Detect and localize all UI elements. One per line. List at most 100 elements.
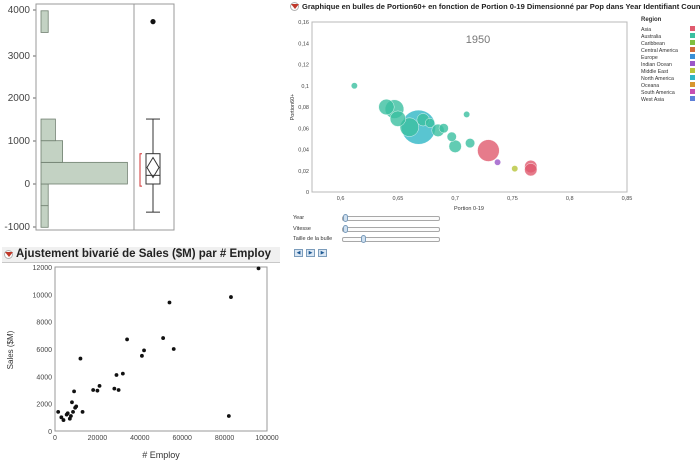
bivariate-x-axis: 0 20000 40000 60000 80000 100000 — [53, 435, 279, 442]
slider-bubble-size: Taille de la bulle — [293, 234, 440, 243]
y-tick-label: 0,16 — [298, 20, 309, 26]
y-tick-label: 0,08 — [298, 105, 309, 111]
scatter-point — [97, 384, 102, 388]
bubble-size-slider-track[interactable] — [342, 234, 440, 243]
scatter-point — [95, 388, 100, 393]
y-tick-label: 0,06 — [298, 126, 309, 132]
bubble — [446, 131, 457, 142]
x-tick-label: 0,85 — [622, 196, 633, 202]
bivariate-y-axis-label: Sales ($M) — [6, 330, 15, 369]
x-tick-label: 0,8 — [566, 196, 574, 202]
x-tick-label: 0,7 — [451, 196, 459, 202]
shortest-half-bracket — [139, 153, 142, 187]
scatter-point — [116, 388, 121, 392]
bivariate-points — [56, 266, 261, 422]
legend-swatch — [690, 33, 695, 38]
legend-item-label: Europe — [641, 55, 658, 61]
legend-swatch — [690, 96, 695, 101]
bivariate-header-bar — [2, 247, 280, 263]
red-triangle-icon — [290, 4, 299, 9]
legend-item-label: South America — [641, 90, 675, 96]
scatter-point — [229, 295, 233, 299]
legend-swatch — [690, 47, 695, 52]
legend-item-label: Middle East — [641, 69, 669, 75]
red-triangle-icon — [4, 251, 13, 257]
x-tick-label: 0,75 — [507, 196, 518, 202]
scatter-point — [142, 348, 146, 353]
y-tick-label: 1000 — [8, 136, 31, 147]
x-tick-label: 0,65 — [393, 196, 404, 202]
y-tick-label: 0 — [24, 179, 30, 190]
y-tick-label: 0,1 — [301, 84, 309, 90]
slider-label: Taille de la bulle — [293, 236, 333, 242]
bubble — [378, 98, 395, 115]
scatter-point — [71, 409, 75, 414]
x-tick-label: 60000 — [172, 435, 192, 442]
histogram-bar — [40, 10, 49, 33]
y-tick-label: 2000 — [36, 402, 52, 409]
bubble — [494, 158, 501, 166]
slider-year: Year — [293, 213, 440, 222]
histogram-bar — [40, 161, 128, 185]
histogram-bar — [40, 140, 64, 163]
bubble — [438, 123, 449, 134]
legend-item-label: Oceana — [641, 83, 659, 89]
red-triangle-menu-button[interactable] — [4, 249, 13, 259]
bivariate-panel-header: Ajustement bivarié de Sales ($M) par # E… — [4, 248, 271, 260]
legend-item-label: Caribbean — [641, 41, 665, 47]
scatter-point — [114, 373, 119, 377]
legend-swatch — [690, 54, 695, 59]
iqr-box — [145, 153, 161, 185]
legend-item-label: Australia — [641, 34, 661, 40]
scatter-point — [69, 414, 73, 418]
x-tick-label: 20000 — [88, 435, 108, 442]
y-tick-label: 2000 — [8, 93, 31, 104]
legend-swatch — [690, 40, 695, 45]
slider-thumb[interactable] — [343, 224, 348, 233]
y-tick-label: 0 — [48, 429, 52, 436]
scatter-point — [140, 353, 144, 358]
slider-speed: Vitesse — [293, 224, 440, 233]
step-forward-icon: ▶ — [320, 250, 325, 256]
legend-item-label: Asia — [641, 27, 651, 33]
legend-item-label: Indian Ocean — [641, 62, 672, 68]
bubble-plot-frame — [311, 21, 628, 193]
scatter-point — [167, 300, 172, 305]
year-slider-track[interactable] — [342, 213, 440, 222]
red-triangle-menu-button[interactable] — [290, 2, 299, 11]
step-forward-button[interactable]: ▶ — [318, 249, 327, 257]
scatter-point — [256, 266, 261, 271]
slider-label: Year — [293, 215, 305, 221]
bubble-year-label: 1950 — [466, 34, 490, 46]
scatter-point — [59, 415, 64, 420]
bubble-x-axis-label: Portion 0-19 — [454, 206, 484, 212]
y-tick-label: 0,12 — [298, 63, 309, 69]
bubble-chart: 0 0,02 0,04 0,06 0,08 0,1 0,12 0,14 0,16 0,6 0,65… — [290, 17, 695, 212]
legend-item-label: Central America — [641, 48, 678, 54]
y-tick-label: -1000 — [4, 222, 30, 232]
play-button[interactable]: ▶ — [306, 249, 315, 257]
slider-thumb[interactable] — [361, 234, 366, 243]
y-tick-label: 6000 — [36, 347, 52, 354]
y-tick-label: 4000 — [8, 5, 31, 16]
step-back-button[interactable]: ◀ — [294, 249, 303, 257]
x-tick-label: 100000 — [255, 435, 278, 442]
scatter-point — [171, 347, 176, 351]
bubble — [524, 163, 538, 177]
bubble-y-axis: 0 0,02 0,04 0,06 0,08 0,1 0,12 0,14 0,16 — [298, 20, 309, 196]
box-plot — [139, 19, 161, 213]
slider-thumb[interactable] — [343, 213, 348, 222]
scatter-point — [161, 336, 166, 340]
speed-slider-track[interactable] — [342, 224, 440, 233]
histogram-bar — [40, 183, 49, 207]
x-tick-label: 0 — [53, 435, 57, 442]
scatter-point — [226, 414, 231, 418]
histogram-bars — [40, 10, 128, 228]
scatter-point — [125, 337, 129, 342]
play-icon: ▶ — [308, 250, 313, 256]
mean-diamond — [146, 156, 160, 179]
scatter-point — [61, 418, 66, 422]
y-tick-label: 4000 — [36, 374, 52, 381]
bubble — [463, 111, 470, 118]
scatter-point — [78, 356, 83, 361]
